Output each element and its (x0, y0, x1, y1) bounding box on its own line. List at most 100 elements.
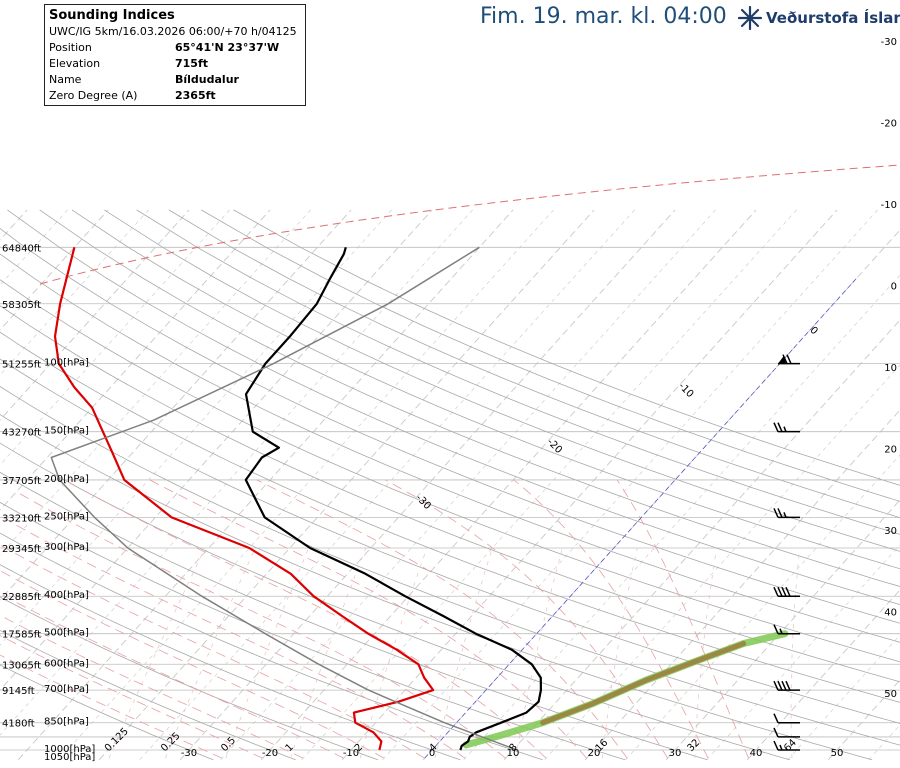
dry-adiabat (0, 414, 873, 761)
pressure-label: 400[hPa] (44, 590, 89, 601)
barb-full (786, 354, 792, 364)
infobox-row-name: Name Bíldudalur (49, 72, 301, 88)
mixing-ratio-line (225, 547, 310, 759)
saturated-adiabat (64, 479, 547, 759)
saturated-adiabat (0, 593, 344, 759)
wind-barb (773, 740, 800, 751)
infobox-label: Name (49, 73, 82, 86)
isotherm-line (787, 634, 900, 760)
temperature-tick: 20 (588, 748, 601, 759)
dry-adiabat (0, 501, 626, 761)
dry-adiabat (7, 209, 900, 606)
temperature-tick: 10 (507, 748, 520, 759)
dry-adiabat (0, 228, 900, 624)
isotherm-line (301, 209, 797, 760)
altitude-label: 33210ft (2, 513, 41, 524)
altitude-label: 43270ft (2, 428, 41, 439)
pressure-label: 300[hPa] (44, 542, 89, 553)
right-temperature-tick: -30 (881, 37, 897, 48)
infobox-value: Bíldudalur (175, 73, 239, 86)
isotherm-line (0, 209, 230, 466)
pressure-label: 250[hPa] (44, 511, 89, 522)
sounding-indices-box: Sounding Indices UWC/IG 5km/16.03.2026 0… (44, 4, 306, 106)
isotherm-line (0, 209, 109, 331)
dry-adiabat (0, 630, 296, 761)
saturated-adiabat (0, 635, 263, 759)
isotherm-line (179, 209, 676, 761)
moisture-band-core (540, 641, 747, 726)
isotherm-line (98, 209, 595, 761)
isotherm-line (503, 319, 900, 761)
infobox-value: 2365ft (175, 89, 216, 102)
isotherm-line (0, 209, 392, 646)
isotherm-label: -30 (413, 493, 432, 512)
temperature-profile (244, 246, 542, 751)
tropopause-line (39, 164, 900, 285)
isotherm-line (139, 209, 635, 760)
dry-adiabat (0, 358, 900, 724)
right-temperature-tick: -10 (881, 200, 897, 211)
saturated-adiabat (0, 544, 425, 759)
barb-half (779, 744, 783, 751)
dry-adiabat (136, 209, 900, 535)
altitude-label: 13065ft (2, 660, 41, 671)
barb-half (783, 426, 787, 432)
barb-full (781, 680, 787, 691)
dry-adiabat (104, 209, 900, 552)
barb-half (779, 628, 783, 634)
pressure-label: 600[hPa] (44, 658, 89, 669)
mixing-ratio-label: 0.5 (219, 735, 238, 754)
dry-adiabat (0, 331, 900, 703)
dry-adiabat (0, 442, 790, 761)
saturated-adiabat (0, 515, 466, 759)
altitude-label: 29345ft (2, 544, 41, 555)
temperature-tick: 50 (831, 748, 844, 759)
temperature-tick: 40 (750, 748, 763, 759)
pressure-label: 150[hPa] (44, 426, 89, 437)
pressure-label: 700[hPa] (44, 684, 89, 695)
barb-full (777, 422, 783, 432)
mixing-ratio-line (434, 547, 493, 759)
altitude-label: 51255ft (2, 360, 41, 371)
barb-full (785, 680, 791, 691)
dry-adiabat (0, 279, 900, 663)
dewpoint-profile (53, 247, 435, 751)
saturated-adiabat (0, 570, 385, 759)
isotherm-line (220, 209, 716, 760)
snowflake-icon (738, 6, 762, 30)
wind-barb (778, 354, 800, 365)
isotherm-line (260, 209, 757, 761)
dry-adiabat (0, 664, 214, 761)
brand-name: Veðurstofa Íslands (766, 9, 900, 27)
isotherm-line (544, 364, 900, 760)
isotherm-line (827, 679, 900, 761)
isotherm-line (0, 209, 271, 511)
wind-barb (773, 422, 800, 433)
mixing-ratio-label: 1 (284, 742, 296, 754)
temperature-tick: -20 (262, 748, 278, 759)
barb-full (773, 422, 779, 432)
dry-adiabat (0, 253, 900, 643)
infobox-label: Zero Degree (A) (49, 89, 138, 102)
mixing-ratio-line (515, 547, 563, 759)
altitude-label: 58305ft (2, 300, 41, 311)
mixing-ratio-line (108, 547, 206, 759)
saturated-adiabat (616, 479, 749, 759)
right-temperature-tick: 10 (884, 363, 897, 374)
mixing-ratio-line (290, 547, 367, 759)
dry-adiabat (233, 209, 900, 486)
isotherm-label: 0 (807, 325, 819, 337)
right-temperature-tick: -20 (881, 119, 897, 130)
right-temperature-tick: 0 (891, 282, 897, 293)
isotherm-line (706, 544, 900, 760)
wind-barb (773, 727, 800, 738)
isotherm-line (584, 409, 900, 761)
mixing-ratio-line (694, 547, 718, 759)
altitude-label: 9145ft (2, 686, 35, 697)
temperature-tick: -30 (181, 748, 197, 759)
infobox-row-elevation: Elevation 715ft (49, 56, 301, 72)
altitude-label: 37705ft (2, 476, 41, 487)
temperature-tick: -10 (343, 748, 359, 759)
isotherm-line (665, 499, 900, 761)
